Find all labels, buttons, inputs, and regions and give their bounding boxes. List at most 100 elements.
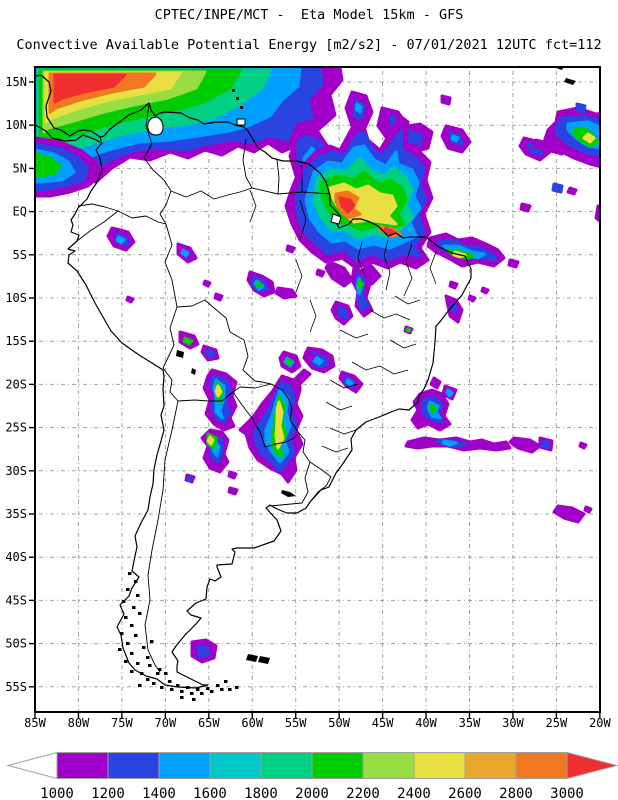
colorbar-cell — [158, 752, 211, 779]
fjord-speckle — [124, 660, 128, 663]
cape-layer — [440, 94, 452, 106]
fjord-speckle — [200, 692, 204, 695]
fjord-speckle — [130, 624, 134, 627]
colorbar-tick-label: 2200 — [346, 786, 380, 800]
lat-tick-label: 45S — [5, 593, 27, 607]
fjord-speckle — [156, 672, 160, 675]
lat-tick-label: 40S — [5, 550, 27, 564]
cape-layer — [598, 212, 600, 219]
cape-speckle — [448, 280, 459, 290]
fjord-speckle — [196, 688, 200, 691]
fjord-speckle — [192, 698, 196, 701]
colorbar-tick-label: 2400 — [397, 786, 431, 800]
fjord-speckle — [186, 686, 190, 689]
map-frame — [34, 66, 601, 713]
lon-tick-label: 75W — [111, 716, 133, 730]
lon-tick-label: 85W — [24, 716, 46, 730]
fjord-speckle — [148, 664, 152, 667]
falkland-islands — [246, 654, 270, 664]
marajo-island — [330, 213, 342, 225]
lon-tick-label: 65W — [198, 716, 220, 730]
cape-layer — [441, 439, 458, 447]
fjord-speckle — [228, 688, 232, 691]
colorbar-tick-label: 2600 — [448, 786, 482, 800]
cape-speckle — [583, 505, 593, 514]
antilles-islet — [240, 106, 243, 109]
lat-tick-label: 20S — [5, 377, 27, 391]
colorbar-tick-label: 2800 — [499, 786, 533, 800]
fjord-speckle — [224, 680, 228, 683]
lon-tick-label: 30W — [502, 716, 524, 730]
fjord-speckle — [122, 600, 126, 603]
cape-layer — [206, 435, 215, 446]
colorbar-tick-label: 3000 — [550, 786, 584, 800]
cape-layer — [255, 281, 263, 289]
colorbar-cell — [209, 752, 262, 779]
cape-layer — [115, 235, 126, 245]
cape-layer — [532, 138, 568, 156]
lake-poopo — [191, 368, 196, 375]
colorbar-tick-label: 2000 — [295, 786, 329, 800]
trinidad-island — [236, 118, 246, 126]
lon-tick-label: 40W — [415, 716, 437, 730]
fjord-speckle — [170, 688, 174, 691]
colorbar-tick-label: 1400 — [142, 786, 176, 800]
lat-tick-label: 5N — [13, 161, 27, 175]
cape-speckle — [125, 295, 135, 304]
colorbar-tick-label: 1000 — [40, 786, 74, 800]
cape-speckle — [405, 327, 412, 333]
cape-speckle — [227, 486, 239, 496]
lon-tick-label: 80W — [68, 716, 90, 730]
lon-tick-label: 20W — [589, 716, 611, 730]
cape-colorbar: 1000 1200 1400 1600 1800 2000 2200 2400 2600 2800… — [6, 751, 618, 800]
colorbar-below-min-arrow — [6, 751, 58, 780]
cape-speckle — [315, 268, 326, 278]
colorbar-cell — [56, 752, 109, 779]
fjord-speckle — [120, 632, 124, 635]
cape-layer — [182, 336, 194, 346]
fjord-speckle — [180, 696, 184, 699]
cape-layer — [204, 348, 216, 359]
fjord-speckle — [176, 684, 180, 687]
fjord-speckle — [220, 688, 224, 691]
fjord-speckle — [136, 594, 140, 597]
lon-tick-label: 35W — [459, 716, 481, 730]
lake-titicaca — [176, 350, 184, 358]
fjord-speckle — [164, 672, 168, 675]
cape-speckle — [467, 294, 477, 303]
cape-layer — [302, 350, 316, 364]
cape-layer — [507, 258, 520, 269]
fjord-speckle — [130, 652, 134, 655]
cape-core-caribbean — [53, 73, 127, 104]
fjord-speckle — [190, 692, 194, 695]
fjord-speckle — [138, 612, 142, 615]
cape-speckle — [578, 441, 588, 450]
lat-tick-label: 15N — [5, 75, 27, 89]
lon-tick-label: 70W — [155, 716, 177, 730]
lat-tick-label: 30S — [5, 464, 27, 478]
cape-layer — [582, 132, 596, 144]
brazil-state-borders — [249, 189, 437, 453]
cape-layer — [337, 305, 349, 320]
fjord-speckle — [158, 668, 162, 671]
cape-speckle — [202, 279, 212, 288]
fjord-speckle — [126, 642, 130, 645]
fjord-speckle — [124, 616, 128, 619]
cape-layer — [356, 279, 365, 290]
map-title-field: Convective Available Potential Energy [m… — [16, 37, 602, 53]
colorbar-cell — [311, 752, 364, 779]
lat-tick-label: 10S — [5, 291, 27, 305]
fjord-speckle — [132, 606, 136, 609]
lat-tick-label: 15S — [5, 334, 27, 348]
cape-layer — [274, 400, 285, 450]
lake-maracaibo — [147, 116, 164, 136]
lon-tick-label: 55W — [285, 716, 307, 730]
antilles-islet — [236, 97, 239, 100]
cape-layer — [508, 436, 542, 454]
lat-tick-label: 10N — [5, 118, 27, 132]
lat-tick-label: 50S — [5, 637, 27, 651]
fjord-speckle — [130, 670, 134, 673]
rio-negro-reservoir — [281, 490, 296, 497]
fjord-speckle — [134, 580, 138, 583]
